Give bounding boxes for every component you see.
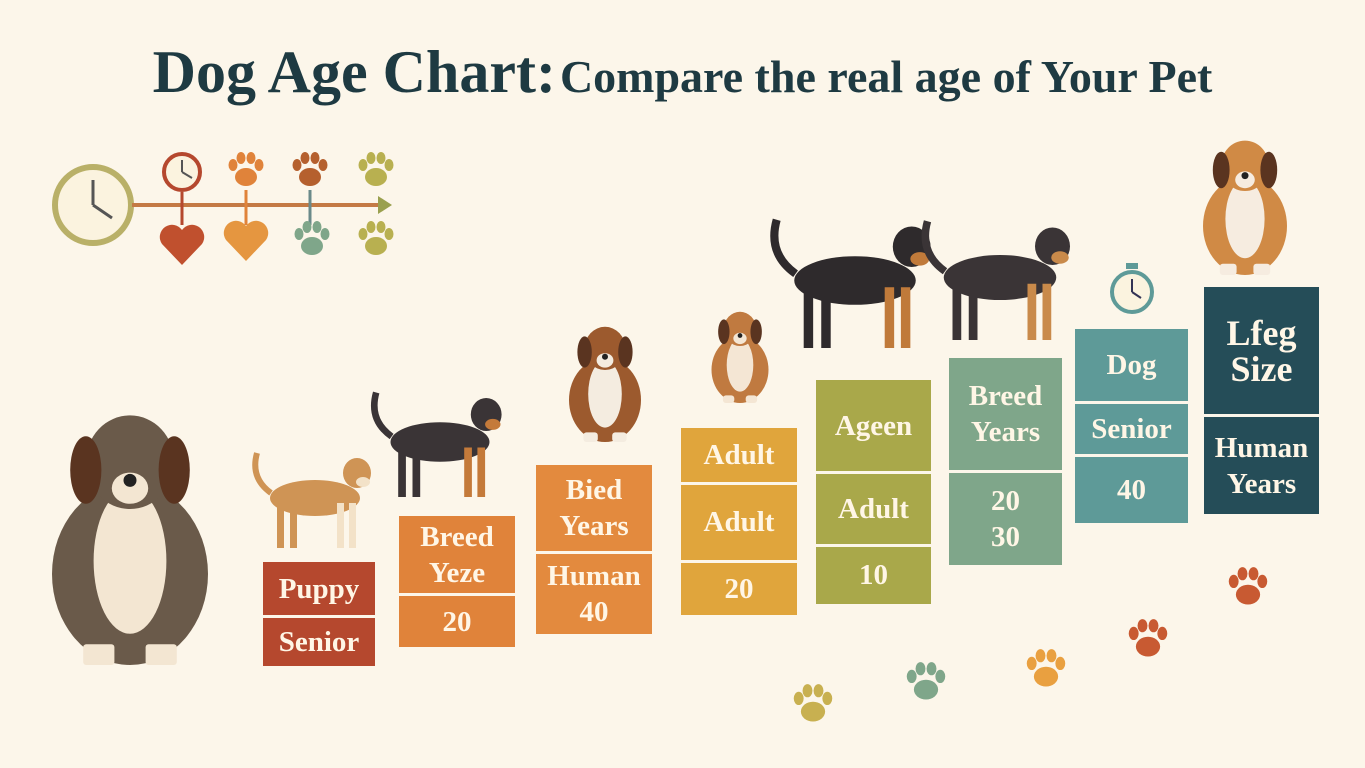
cell-text: Puppy: [278, 572, 360, 605]
cell-text: 20: [991, 485, 1020, 518]
cell-text: Breed: [420, 520, 494, 553]
large-clock-icon: [52, 164, 134, 246]
cell-text: 40: [1117, 474, 1146, 507]
block-cell: Senior: [263, 618, 375, 666]
block-cell: Dog: [1075, 329, 1188, 404]
block-cell: Breed Yeze: [399, 516, 515, 597]
heart-icon: [159, 224, 205, 265]
cell-text: Breed: [968, 380, 1043, 413]
dog-illustration: [252, 452, 371, 548]
block-cell: Human Years: [1204, 417, 1319, 514]
small-clock-icon: [162, 152, 202, 192]
cell-text: 30: [991, 521, 1020, 554]
heart-icon: [223, 220, 269, 261]
age-block-2: Breed Yeze 20: [399, 516, 515, 647]
dog-illustration: [370, 391, 502, 497]
age-block-3: Bied Years Human 40: [536, 465, 652, 634]
block-cell: Bied Years: [536, 465, 652, 555]
block-cell: Senior: [1075, 403, 1188, 458]
age-block-1: Puppy Senior: [263, 562, 375, 666]
cell-text: 10: [859, 559, 888, 592]
cell-text: Years: [970, 416, 1041, 449]
paw-print-icon: [292, 152, 328, 186]
timeline-graphic: [52, 152, 394, 265]
cell-text: Adult: [838, 493, 909, 526]
block-cell: 20: [399, 596, 515, 647]
age-block-5: Ageen Adult 10: [816, 380, 931, 604]
block-cell: Ageen: [816, 380, 931, 475]
dog-illustration: [770, 218, 931, 348]
cell-text: Senior: [278, 626, 360, 659]
block-cell: 10: [816, 546, 931, 604]
block-cell: Human 40: [536, 554, 652, 634]
cell-text: 20: [442, 605, 472, 638]
block-cell: Breed Years: [949, 358, 1062, 474]
cell-text: Lfeg: [1226, 312, 1297, 353]
dog-illustration: [921, 220, 1070, 340]
block-cell: 20 30: [949, 473, 1062, 565]
cell-text: Senior: [1091, 412, 1172, 445]
paw-print-icon: [228, 152, 264, 186]
cell-text: Bied: [565, 474, 623, 507]
dog-illustration: [711, 311, 769, 403]
dog-illustration: [1203, 140, 1287, 275]
block-cell: 40: [1075, 457, 1188, 523]
block-cell: Adult: [816, 474, 931, 547]
cell-text: Size: [1230, 348, 1293, 389]
paw-print-icon: [294, 221, 330, 255]
page-title: Dog Age Chart: Compare the real age of Y…: [0, 38, 1365, 107]
block-cell: Lfeg Size: [1204, 287, 1319, 418]
cell-text: 40: [579, 596, 609, 629]
title-sub: Compare the real age of Your Pet: [559, 51, 1213, 102]
cell-text: Ageen: [834, 409, 913, 442]
age-block-7: Dog Senior 40: [1075, 329, 1188, 523]
age-block-4: Adult Adult 20: [681, 428, 797, 615]
block-cell: Adult: [681, 485, 797, 563]
cell-text: Human: [547, 560, 641, 593]
paw-print-icon: [358, 221, 394, 255]
cell-text: 20: [724, 572, 754, 605]
age-block-8: Lfeg Size Human Years: [1204, 287, 1319, 514]
paw-print-icon: [358, 152, 394, 186]
stopwatch-icon: [1110, 263, 1154, 314]
cell-text: Adult: [703, 439, 775, 472]
dog-illustration: [52, 415, 208, 665]
block-cell: 20: [681, 562, 797, 615]
title-main: Dog Age Chart:: [152, 39, 556, 105]
cell-text: Dog: [1106, 348, 1157, 381]
dog-illustration: [569, 326, 641, 442]
block-cell: Adult: [681, 428, 797, 486]
cell-text: Yeze: [428, 556, 486, 589]
cell-text: Human: [1214, 431, 1309, 464]
age-block-6: Breed Years 20 30: [949, 358, 1062, 565]
cell-text: Years: [1226, 467, 1297, 500]
block-cell: Puppy: [263, 562, 375, 619]
cell-text: Years: [559, 510, 629, 543]
cell-text: Adult: [703, 506, 775, 539]
